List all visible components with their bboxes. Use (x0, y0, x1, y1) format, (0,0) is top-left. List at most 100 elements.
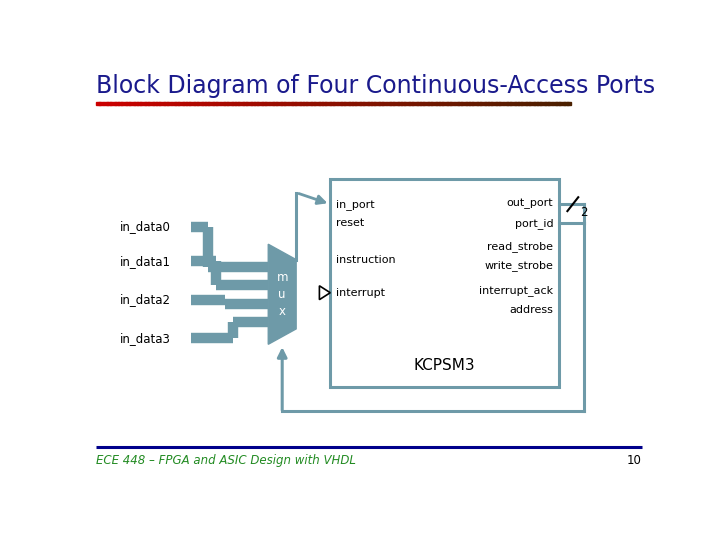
Bar (216, 102, 218, 105)
Bar (356, 102, 357, 105)
Bar (444, 102, 446, 105)
Bar (267, 102, 269, 105)
Text: m
u
x: m u x (276, 271, 288, 318)
Bar (250, 102, 251, 105)
Bar (102, 102, 104, 105)
Bar (99, 102, 102, 105)
Bar (122, 102, 123, 105)
Text: ECE 448 – FPGA and ASIC Design with VHDL: ECE 448 – FPGA and ASIC Design with VHDL (96, 454, 356, 467)
Bar (430, 102, 432, 105)
Bar (130, 102, 131, 105)
Bar (372, 102, 373, 105)
Bar (545, 102, 547, 105)
Bar (564, 102, 566, 105)
Bar (150, 102, 152, 105)
Bar (294, 102, 296, 105)
Bar (393, 102, 395, 105)
Bar (508, 102, 509, 105)
Bar (369, 102, 372, 105)
Bar (171, 102, 173, 105)
Bar (155, 102, 157, 105)
Bar (174, 102, 176, 105)
Bar (330, 102, 332, 105)
Bar (427, 102, 428, 105)
Bar (368, 102, 370, 105)
Bar (338, 102, 340, 105)
Bar (525, 102, 526, 105)
Bar (406, 102, 408, 105)
Bar (110, 102, 112, 105)
Bar (147, 102, 149, 105)
Text: in_port: in_port (336, 199, 374, 210)
Bar (462, 102, 464, 105)
Bar (521, 102, 523, 105)
Bar (104, 102, 106, 105)
Bar (567, 102, 570, 105)
Bar (420, 102, 422, 105)
Bar (520, 102, 522, 105)
Bar (312, 102, 315, 105)
Bar (202, 102, 204, 105)
Bar (541, 102, 542, 105)
Text: KCPSM3: KCPSM3 (414, 357, 475, 373)
Text: interrupt_ack: interrupt_ack (480, 285, 554, 296)
Bar (438, 102, 440, 105)
Text: reset: reset (336, 218, 364, 228)
Bar (323, 102, 324, 105)
Bar (295, 102, 297, 105)
Bar (161, 102, 163, 105)
Bar (218, 102, 220, 105)
Bar (128, 102, 130, 105)
Bar (234, 102, 235, 105)
Bar (414, 102, 416, 105)
Bar (191, 102, 193, 105)
Bar (266, 102, 267, 105)
Bar (143, 102, 145, 105)
Bar (186, 102, 189, 105)
Bar (373, 102, 375, 105)
Bar (117, 102, 119, 105)
Bar (531, 102, 533, 105)
Bar (261, 102, 263, 105)
Bar (292, 102, 294, 105)
Bar (254, 102, 256, 105)
Bar (278, 102, 280, 105)
Bar (199, 102, 201, 105)
Text: instruction: instruction (336, 255, 395, 265)
Bar (477, 102, 480, 105)
Bar (264, 102, 266, 105)
Bar (305, 102, 307, 105)
Bar (335, 102, 337, 105)
Bar (163, 102, 165, 105)
Bar (401, 102, 403, 105)
Bar (140, 102, 143, 105)
Bar (517, 102, 518, 105)
Bar (232, 102, 234, 105)
Bar (495, 102, 497, 105)
Bar (228, 102, 230, 105)
Bar (159, 102, 161, 105)
Bar (125, 102, 127, 105)
Bar (271, 102, 274, 105)
Bar (518, 102, 521, 105)
Bar (384, 102, 386, 105)
Bar (172, 102, 174, 105)
Bar (348, 102, 349, 105)
Bar (415, 102, 418, 105)
Bar (549, 102, 550, 105)
Bar (222, 102, 225, 105)
Bar (479, 102, 481, 105)
Bar (112, 102, 114, 105)
Bar (229, 102, 231, 105)
Bar (480, 102, 482, 105)
Bar (310, 102, 312, 105)
Bar (299, 102, 300, 105)
Bar (242, 102, 243, 105)
Bar (297, 102, 299, 105)
Bar (315, 102, 316, 105)
Bar (341, 102, 343, 105)
Bar (423, 102, 426, 105)
Text: read_strobe: read_strobe (487, 241, 554, 252)
Bar (377, 102, 379, 105)
Bar (433, 102, 435, 105)
